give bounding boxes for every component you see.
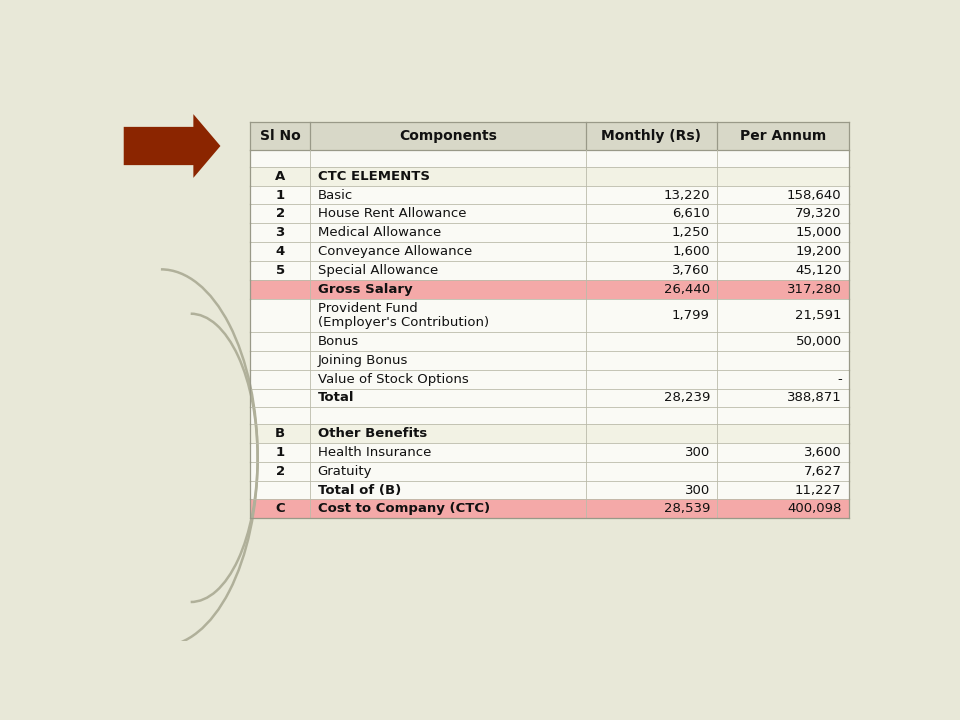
Text: B: B xyxy=(276,427,285,440)
Text: Gross Salary: Gross Salary xyxy=(318,283,412,296)
Bar xyxy=(251,242,849,261)
Text: Per Annum: Per Annum xyxy=(740,130,827,143)
Polygon shape xyxy=(124,114,221,178)
Text: 28,539: 28,539 xyxy=(663,503,709,516)
Text: 1: 1 xyxy=(276,189,285,202)
Text: 2: 2 xyxy=(276,207,285,220)
Bar xyxy=(251,480,849,500)
Text: Monthly (Rs): Monthly (Rs) xyxy=(602,130,702,143)
Text: Components: Components xyxy=(399,130,496,143)
Text: 26,440: 26,440 xyxy=(663,283,709,296)
Text: C: C xyxy=(276,503,285,516)
Text: Conveyance Allowance: Conveyance Allowance xyxy=(318,245,471,258)
Text: Gratuity: Gratuity xyxy=(318,464,372,477)
Text: 2: 2 xyxy=(276,464,285,477)
Text: 1,600: 1,600 xyxy=(672,245,709,258)
Text: -: - xyxy=(837,373,842,386)
Bar xyxy=(251,424,849,443)
Text: Medical Allowance: Medical Allowance xyxy=(318,226,441,239)
Text: 3,600: 3,600 xyxy=(804,446,842,459)
Text: 28,239: 28,239 xyxy=(663,392,709,405)
Text: Provident Fund: Provident Fund xyxy=(318,302,418,315)
Text: House Rent Allowance: House Rent Allowance xyxy=(318,207,466,220)
Text: 21,591: 21,591 xyxy=(795,309,842,322)
Text: 300: 300 xyxy=(684,446,709,459)
Text: 3: 3 xyxy=(276,226,285,239)
Bar xyxy=(251,443,849,462)
Text: 45,120: 45,120 xyxy=(795,264,842,277)
Text: 1,250: 1,250 xyxy=(672,226,709,239)
Bar xyxy=(251,351,849,369)
Bar xyxy=(251,299,849,332)
Text: Health Insurance: Health Insurance xyxy=(318,446,431,459)
Bar xyxy=(251,223,849,242)
Text: 400,098: 400,098 xyxy=(787,503,842,516)
Text: 7,627: 7,627 xyxy=(804,464,842,477)
Text: Bonus: Bonus xyxy=(318,335,359,348)
Bar xyxy=(251,280,849,299)
Text: 1,799: 1,799 xyxy=(672,309,709,322)
Text: 317,280: 317,280 xyxy=(787,283,842,296)
Text: Total of (B): Total of (B) xyxy=(318,484,400,497)
Bar xyxy=(251,261,849,280)
Text: 5: 5 xyxy=(276,264,285,277)
Bar xyxy=(251,167,849,186)
Text: 79,320: 79,320 xyxy=(795,207,842,220)
Text: 1: 1 xyxy=(276,446,285,459)
Bar xyxy=(251,500,849,518)
Bar xyxy=(251,332,849,351)
Bar xyxy=(251,369,849,389)
Text: A: A xyxy=(275,170,285,183)
Text: 19,200: 19,200 xyxy=(796,245,842,258)
Text: 15,000: 15,000 xyxy=(796,226,842,239)
Text: (Employer's Contribution): (Employer's Contribution) xyxy=(318,316,489,329)
Bar xyxy=(251,408,849,424)
Text: CTC ELEMENTS: CTC ELEMENTS xyxy=(318,170,429,183)
Text: 158,640: 158,640 xyxy=(787,189,842,202)
Text: 13,220: 13,220 xyxy=(663,189,709,202)
Bar xyxy=(251,389,849,408)
Text: Joining Bonus: Joining Bonus xyxy=(318,354,408,366)
Text: 11,227: 11,227 xyxy=(795,484,842,497)
Text: Sl No: Sl No xyxy=(260,130,300,143)
Text: Basic: Basic xyxy=(318,189,352,202)
Bar xyxy=(251,204,849,223)
Bar xyxy=(251,462,849,480)
Text: Other Benefits: Other Benefits xyxy=(318,427,427,440)
Bar xyxy=(251,186,849,204)
Text: 3,760: 3,760 xyxy=(672,264,709,277)
Text: Value of Stock Options: Value of Stock Options xyxy=(318,373,468,386)
Text: 388,871: 388,871 xyxy=(787,392,842,405)
Text: 300: 300 xyxy=(684,484,709,497)
Text: Cost to Company (CTC): Cost to Company (CTC) xyxy=(318,503,490,516)
Text: Total: Total xyxy=(318,392,354,405)
Text: 50,000: 50,000 xyxy=(796,335,842,348)
Bar xyxy=(251,150,849,167)
Text: 6,610: 6,610 xyxy=(672,207,709,220)
Bar xyxy=(251,122,849,150)
Text: Special Allowance: Special Allowance xyxy=(318,264,438,277)
Text: 4: 4 xyxy=(276,245,285,258)
